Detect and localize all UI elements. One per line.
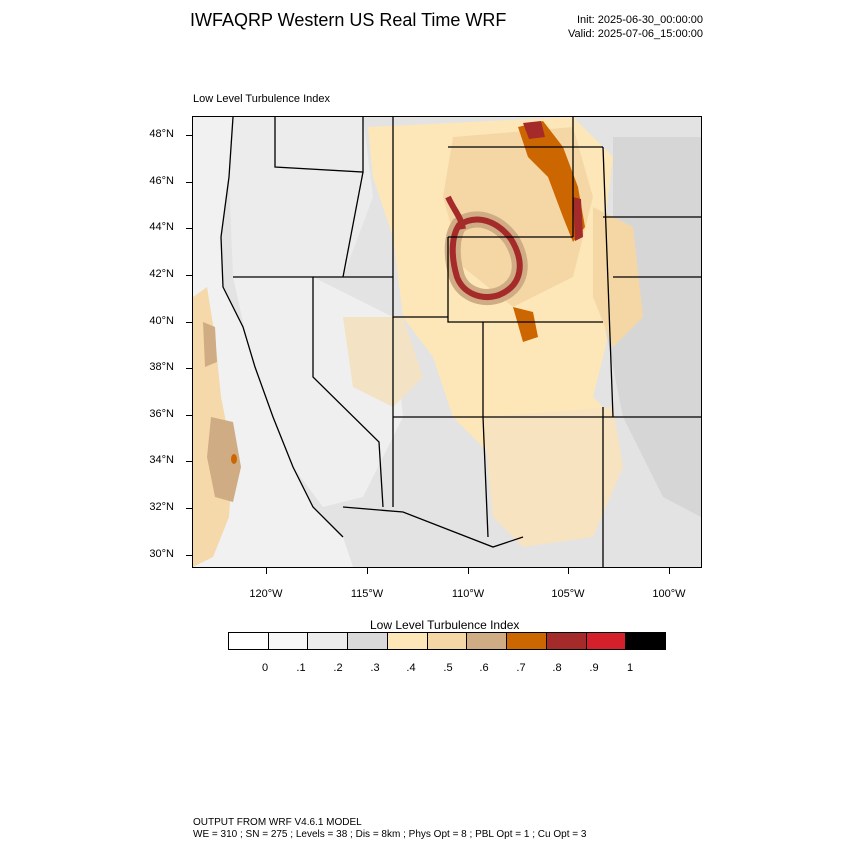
colorbar-swatch [427, 633, 468, 649]
lon-tick [568, 568, 569, 574]
colorbar-swatch [586, 633, 627, 649]
lat-tick [186, 228, 192, 229]
ocean-blob [207, 417, 241, 502]
lat-label: 48°N [149, 128, 174, 140]
south-tan [483, 407, 623, 547]
colorbar-label: .5 [443, 662, 453, 674]
lon-label: 105°W [551, 588, 585, 600]
state-boundaries [233, 117, 701, 567]
lat-tick [186, 368, 192, 369]
lon-label: 110°W [451, 588, 485, 600]
lat-tick [186, 322, 192, 323]
lon-tick [266, 568, 267, 574]
colorbar-swatch [626, 633, 666, 649]
lat-tick [186, 508, 192, 509]
colorbar-swatch [348, 633, 388, 649]
colorado-spot [513, 307, 538, 342]
panel-title: Low Level Turbulence Index [193, 93, 330, 105]
colorbar-label: .4 [406, 662, 416, 674]
lat-label: 32°N [149, 501, 174, 513]
utah-tan [343, 317, 423, 407]
colorbar-swatch [229, 633, 269, 649]
footer-config-line: WE = 310 ; SN = 275 ; Levels = 38 ; Dis … [193, 829, 587, 840]
coastline [220, 117, 344, 538]
colorbar-title: Low Level Turbulence Index [370, 618, 520, 632]
northwest-light [229, 117, 373, 277]
lat-tick [186, 461, 192, 462]
ocean-peak [231, 454, 237, 464]
colorbar-label: .1 [296, 662, 306, 674]
lat-label: 30°N [149, 548, 174, 560]
colorbar-swatch [546, 633, 587, 649]
dakota-peak-south [573, 197, 583, 241]
lat-label: 34°N [149, 454, 174, 466]
lon-label: 120°W [249, 588, 283, 600]
footer-model-line: OUTPUT FROM WRF V4.6.1 MODEL [193, 817, 362, 828]
valid-time: Valid: 2025-07-06_15:00:00 [568, 28, 703, 40]
lat-tick [186, 135, 192, 136]
lat-label: 44°N [149, 221, 174, 233]
colorbar-swatch [387, 633, 428, 649]
colorbar-swatch [507, 633, 547, 649]
colorbar [228, 632, 666, 650]
colorbar-swatch [268, 633, 309, 649]
main-title: IWFAQRP Western US Real Time WRF [190, 10, 507, 30]
lon-label: 100°W [652, 588, 686, 600]
colorbar-label: .7 [516, 662, 526, 674]
ocean-blob-north [203, 322, 217, 367]
colorbar-label: .3 [370, 662, 380, 674]
lat-label: 40°N [149, 315, 174, 327]
colorbar-label: .6 [479, 662, 489, 674]
lat-tick [186, 275, 192, 276]
lat-tick [186, 182, 192, 183]
colorbar-label: 0 [261, 662, 269, 674]
dakota-band [518, 121, 585, 242]
colorbar-swatch [467, 633, 508, 649]
lat-tick [186, 555, 192, 556]
wyoming-ring-core [449, 216, 523, 300]
lat-label: 36°N [149, 408, 174, 420]
lat-label: 42°N [149, 268, 174, 280]
lat-label: 46°N [149, 175, 174, 187]
lon-label: 115°W [350, 588, 384, 600]
wyoming-ring-arm [445, 195, 466, 230]
colorbar-label: .2 [333, 662, 343, 674]
lon-tick [669, 568, 670, 574]
colorbar-swatch [308, 633, 349, 649]
colorbar-label: .8 [552, 662, 562, 674]
lat-tick [186, 415, 192, 416]
lat-label: 38°N [149, 361, 174, 373]
lon-tick [367, 568, 368, 574]
lon-tick [468, 568, 469, 574]
init-time: Init: 2025-06-30_00:00:00 [577, 14, 703, 26]
colorbar-label: 1 [626, 662, 634, 674]
dakota-peak [523, 121, 545, 139]
colorbar-label: .9 [589, 662, 599, 674]
turbulence-map [193, 117, 701, 567]
map-panel [192, 116, 702, 568]
